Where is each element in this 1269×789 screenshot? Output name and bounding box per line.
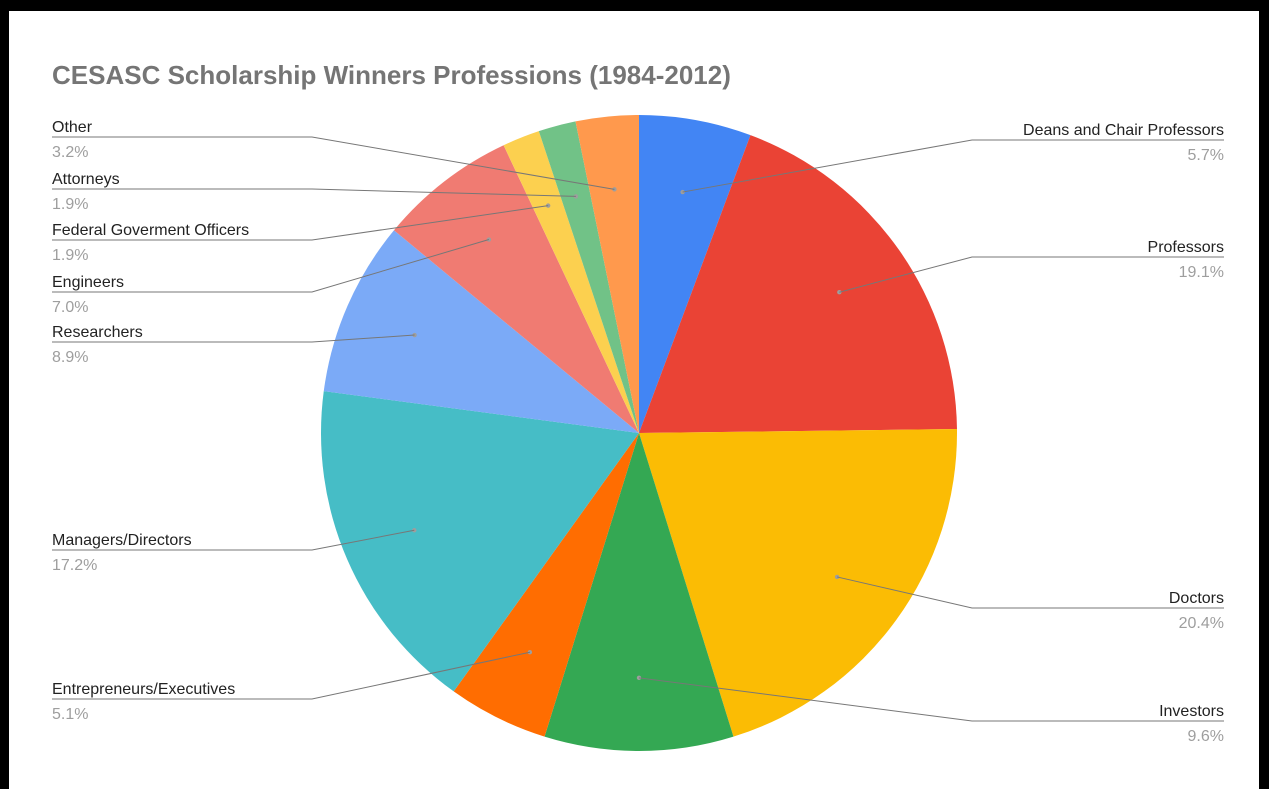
- callout-line-deans-and-chair-professors: [682, 139, 1224, 193]
- callout-line-attorneys: [52, 188, 576, 197]
- callout-line-federal-goverment-officers: [52, 205, 549, 241]
- callout-dot-researchers: [412, 332, 417, 338]
- pie-slices: [321, 115, 957, 751]
- pie-slice-engineers: [393, 145, 639, 433]
- callout-line-investors: [638, 677, 1224, 722]
- slice-percent-federal-goverment-officers: 1.9%: [52, 247, 88, 264]
- slice-percent-doctors: 20.4%: [1179, 615, 1224, 632]
- slice-label-managers-directors: Managers/Directors: [52, 532, 192, 549]
- pie-slice-other: [575, 115, 639, 433]
- pie-slice-attorneys: [538, 121, 639, 433]
- callout-line-entrepreneurs-executives: [52, 651, 531, 700]
- slice-label-engineers: Engineers: [52, 274, 124, 291]
- pie-callouts: Deans and Chair Professors 5.7% Professors…: [52, 119, 1224, 745]
- callout-line-professors: [839, 256, 1224, 293]
- pie-slice-doctors: [639, 429, 957, 737]
- callout-line-researchers: [52, 334, 415, 343]
- slice-label-other: Other: [52, 119, 93, 136]
- callout-line-engineers: [52, 239, 490, 293]
- slice-label-deans-and-chair-professors: Deans and Chair Professors: [1023, 122, 1224, 139]
- slice-label-entrepreneurs-executives: Entrepreneurs/Executives: [52, 681, 235, 698]
- slice-percent-other: 3.2%: [52, 144, 88, 161]
- slice-percent-deans-and-chair-professors: 5.7%: [1188, 147, 1224, 164]
- callout-line-managers-directors: [52, 529, 415, 551]
- callout-line-doctors: [836, 576, 1224, 609]
- slice-percent-attorneys: 1.9%: [52, 196, 88, 213]
- slice-label-investors: Investors: [1159, 703, 1224, 720]
- callout-line-other: [52, 136, 615, 190]
- slice-percent-engineers: 7.0%: [52, 299, 88, 316]
- pie-slice-investors: [544, 433, 734, 751]
- pie-slice-managers-directors: [321, 391, 639, 692]
- slice-percent-professors: 19.1%: [1179, 264, 1224, 281]
- slice-label-professors: Professors: [1148, 239, 1224, 256]
- slice-label-doctors: Doctors: [1169, 590, 1224, 607]
- pie-slice-federal-goverment-officers: [503, 131, 639, 433]
- slice-percent-investors: 9.6%: [1188, 728, 1224, 745]
- pie-slice-researchers: [323, 230, 639, 433]
- pie-slice-professors: [639, 135, 957, 434]
- slice-label-federal-goverment-officers: Federal Goverment Officers: [52, 222, 249, 239]
- slice-percent-researchers: 8.9%: [52, 349, 88, 366]
- slice-percent-entrepreneurs-executives: 5.1%: [52, 706, 88, 723]
- pie-slice-deans-and-chair-professors: [639, 115, 751, 433]
- pie-slice-entrepreneurs-executives: [453, 433, 639, 737]
- chart-title: CESASC Scholarship Winners Professions (…: [52, 60, 731, 90]
- slice-label-researchers: Researchers: [52, 324, 143, 341]
- slice-label-attorneys: Attorneys: [52, 171, 120, 188]
- slice-percent-managers-directors: 17.2%: [52, 557, 97, 574]
